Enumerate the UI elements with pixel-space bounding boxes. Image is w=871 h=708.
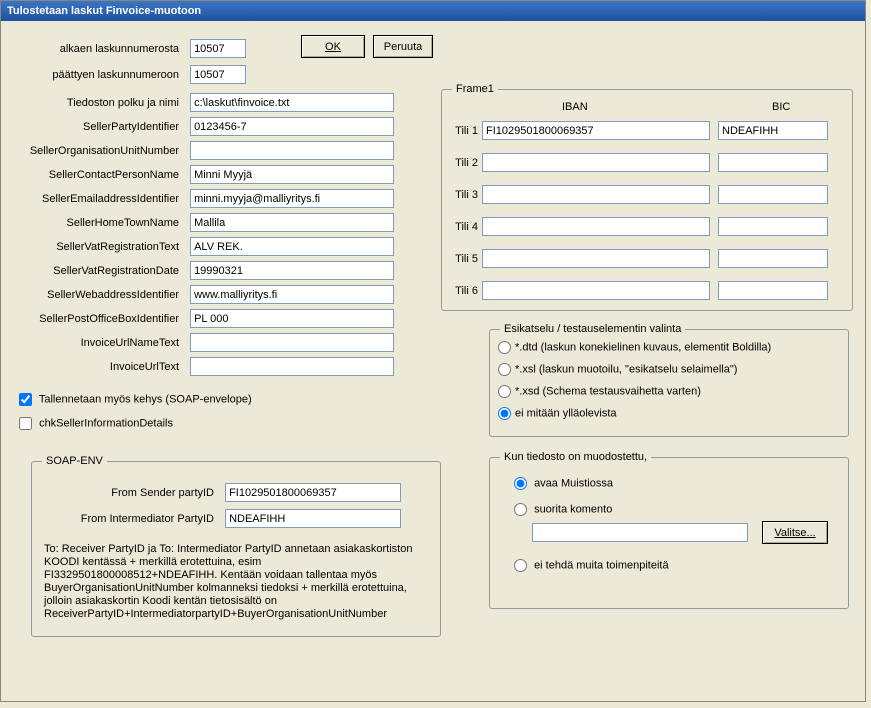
- preview-opt-radio[interactable]: [498, 385, 511, 398]
- web-label: SellerWebaddressIdentifier: [1, 289, 179, 301]
- preview-option: *.xsl (laskun muotoilu, "esikatselu sela…: [498, 363, 737, 376]
- soap-group: SOAP-ENV From Sender partyID From Interm…: [31, 455, 441, 637]
- tili-bic-input[interactable]: [718, 121, 828, 140]
- tili-bic-input[interactable]: [718, 217, 828, 236]
- to-num-input[interactable]: [190, 65, 246, 84]
- command-input[interactable]: [532, 523, 748, 542]
- from-num-input[interactable]: [190, 39, 246, 58]
- tili-bic-input[interactable]: [718, 153, 828, 172]
- orgunit-input[interactable]: [190, 141, 394, 160]
- urltext-input[interactable]: [190, 357, 394, 376]
- preview-option: *.xsd (Schema testausvaihetta varten): [498, 385, 701, 398]
- contact-label: SellerContactPersonName: [1, 169, 179, 181]
- pobox-label: SellerPostOfficeBoxIdentifier: [1, 313, 179, 325]
- urltext-label: InvoiceUrlText: [1, 361, 179, 373]
- pobox-input[interactable]: [190, 309, 394, 328]
- contact-input[interactable]: [190, 165, 394, 184]
- tili-label: Tili 6: [450, 285, 478, 297]
- soap-envelope-label: Tallennetaan myös kehys (SOAP-envelope): [39, 393, 252, 405]
- preview-opt-label: *.dtd (laskun konekielinen kuvaus, eleme…: [515, 341, 771, 353]
- after-opt-0-radio[interactable]: [514, 477, 527, 490]
- tili-iban-input[interactable]: [482, 217, 710, 236]
- soap-help-text: To: Receiver PartyID ja To: Intermediato…: [44, 543, 430, 621]
- tili-label: Tili 3: [450, 189, 478, 201]
- hometown-label: SellerHomeTownName: [1, 217, 179, 229]
- tili-label: Tili 2: [450, 157, 478, 169]
- seller-info-checkbox[interactable]: [19, 417, 32, 430]
- vattext-label: SellerVatRegistrationText: [1, 241, 179, 253]
- frame1-legend: Frame1: [452, 83, 498, 95]
- browse-button[interactable]: Valitse...: [762, 521, 828, 544]
- vatdate-input[interactable]: [190, 261, 394, 280]
- preview-opt-label: *.xsd (Schema testausvaihetta varten): [515, 385, 701, 397]
- preview-option: *.dtd (laskun konekielinen kuvaus, eleme…: [498, 341, 771, 354]
- after-opt-0-label: avaa Muistiossa: [534, 477, 613, 489]
- preview-opt-radio[interactable]: [498, 363, 511, 376]
- party-label: SellerPartyIdentifier: [1, 121, 179, 133]
- preview-legend: Esikatselu / testauselementin valinta: [500, 323, 685, 335]
- tili-row: Tili 4: [450, 217, 828, 239]
- after-opt-1-radio[interactable]: [514, 503, 527, 516]
- iban-header: IBAN: [562, 101, 588, 113]
- path-label: Tiedoston polku ja nimi: [1, 97, 179, 109]
- tili-label: Tili 5: [450, 253, 478, 265]
- tili-bic-input[interactable]: [718, 249, 828, 268]
- preview-opt-radio[interactable]: [498, 407, 511, 420]
- after-opt-1-label: suorita komento: [534, 503, 612, 515]
- from-num-label: alkaen laskunnumerosta: [1, 43, 179, 55]
- email-input[interactable]: [190, 189, 394, 208]
- tili-row: Tili 3: [450, 185, 828, 207]
- soap-sender-label: From Sender partyID: [42, 487, 214, 499]
- cancel-button[interactable]: Peruuta: [373, 35, 433, 58]
- vatdate-label: SellerVatRegistrationDate: [1, 265, 179, 277]
- soap-intermed-input[interactable]: [225, 509, 401, 528]
- preview-group: Esikatselu / testauselementin valinta *.…: [489, 323, 849, 437]
- frame1-group: Frame1 IBAN BIC Tili 1 Tili 2 Tili 3 Tili 4…: [441, 83, 853, 311]
- tili-row: Tili 2: [450, 153, 828, 175]
- tili-iban-input[interactable]: [482, 153, 710, 172]
- bic-header: BIC: [772, 101, 790, 113]
- after-opt-2-radio[interactable]: [514, 559, 527, 572]
- dialog-window: Tulostetaan laskut Finvoice-muotoon OK P…: [0, 0, 866, 702]
- soap-envelope-checkbox[interactable]: [19, 393, 32, 406]
- tili-iban-input[interactable]: [482, 281, 710, 300]
- tili-iban-input[interactable]: [482, 185, 710, 204]
- party-input[interactable]: [190, 117, 394, 136]
- title-bar: Tulostetaan laskut Finvoice-muotoon: [1, 1, 865, 21]
- tili-iban-input[interactable]: [482, 121, 710, 140]
- after-legend: Kun tiedosto on muodostettu,: [500, 451, 651, 463]
- email-label: SellerEmailaddressIdentifier: [1, 193, 179, 205]
- tili-iban-input[interactable]: [482, 249, 710, 268]
- after-opt-2-label: ei tehdä muita toimenpiteitä: [534, 559, 669, 571]
- after-group: Kun tiedosto on muodostettu, avaa Muisti…: [489, 451, 849, 609]
- hometown-input[interactable]: [190, 213, 394, 232]
- seller-info-label: chkSellerInformationDetails: [39, 417, 173, 429]
- soap-legend: SOAP-ENV: [42, 455, 107, 467]
- ok-button[interactable]: OK: [301, 35, 365, 58]
- path-input[interactable]: [190, 93, 394, 112]
- tili-row: Tili 6: [450, 281, 828, 303]
- tili-bic-input[interactable]: [718, 281, 828, 300]
- preview-opt-radio[interactable]: [498, 341, 511, 354]
- tili-label: Tili 1: [450, 125, 478, 137]
- dialog-content: OK Peruuta alkaen laskunnumerosta päätty…: [1, 21, 865, 41]
- soap-intermed-label: From Intermediator PartyID: [42, 513, 214, 525]
- web-input[interactable]: [190, 285, 394, 304]
- to-num-label: päättyen laskunnumeroon: [1, 69, 179, 81]
- preview-opt-label: ei mitään ylläolevista: [515, 407, 617, 419]
- urlname-label: InvoiceUrlNameText: [1, 337, 179, 349]
- preview-option: ei mitään ylläolevista: [498, 407, 617, 420]
- tili-bic-input[interactable]: [718, 185, 828, 204]
- orgunit-label: SellerOrganisationUnitNumber: [1, 145, 179, 157]
- urlname-input[interactable]: [190, 333, 394, 352]
- vattext-input[interactable]: [190, 237, 394, 256]
- tili-label: Tili 4: [450, 221, 478, 233]
- window-title: Tulostetaan laskut Finvoice-muotoon: [7, 5, 201, 17]
- soap-sender-input[interactable]: [225, 483, 401, 502]
- tili-row: Tili 5: [450, 249, 828, 271]
- tili-row: Tili 1: [450, 121, 828, 143]
- preview-opt-label: *.xsl (laskun muotoilu, "esikatselu sela…: [515, 363, 737, 375]
